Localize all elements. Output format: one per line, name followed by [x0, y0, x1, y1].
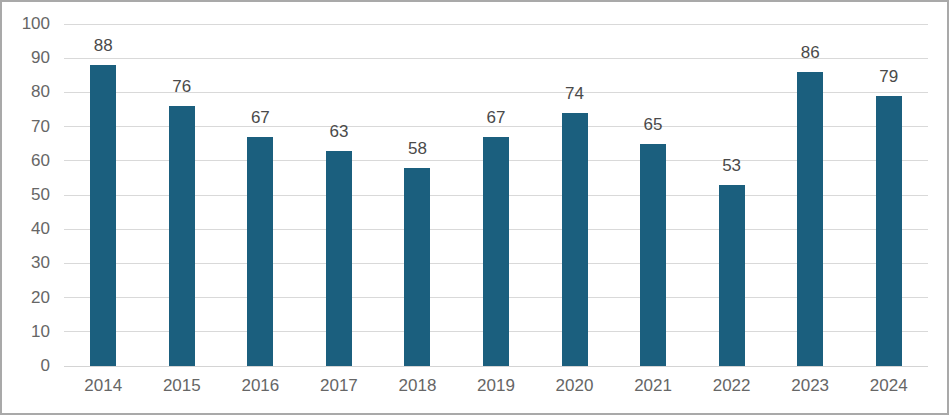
x-tick-label: 2020 — [540, 375, 610, 397]
bar-2019 — [483, 137, 509, 366]
bar-chart: 88 76 67 63 58 67 74 65 53 86 79 0 10 20 30 40 50 60 70 80… — [0, 0, 949, 415]
y-tick-label: 30 — [10, 253, 50, 273]
bar-2021 — [640, 144, 666, 366]
y-tick-label: 80 — [10, 82, 50, 102]
gridline — [64, 24, 928, 25]
x-tick-label: 2024 — [854, 375, 924, 397]
bar-2020 — [562, 113, 588, 366]
bar-value-label: 86 — [786, 43, 834, 63]
bar-value-label: 58 — [393, 139, 441, 159]
x-tick-label: 2016 — [225, 375, 295, 397]
bar-2023 — [797, 72, 823, 366]
x-tick-label: 2015 — [147, 375, 217, 397]
x-tick-label: 2014 — [68, 375, 138, 397]
bar-2024 — [876, 96, 902, 366]
y-tick-label: 100 — [10, 14, 50, 34]
bar-2014 — [90, 65, 116, 366]
x-tick-label: 2021 — [618, 375, 688, 397]
bar-value-label: 53 — [708, 156, 756, 176]
bar-value-label: 76 — [158, 77, 206, 97]
y-tick-label: 0 — [10, 356, 50, 376]
bar-value-label: 67 — [236, 108, 284, 128]
bar-value-label: 74 — [551, 84, 599, 104]
bar-value-label: 65 — [629, 115, 677, 135]
bar-2018 — [404, 168, 430, 366]
bar-value-label: 63 — [315, 122, 363, 142]
bar-value-label: 79 — [865, 67, 913, 87]
y-tick-label: 20 — [10, 288, 50, 308]
bar-2017 — [326, 151, 352, 366]
y-tick-label: 60 — [10, 151, 50, 171]
bar-2016 — [247, 137, 273, 366]
x-tick-label: 2017 — [304, 375, 374, 397]
y-tick-label: 50 — [10, 185, 50, 205]
y-tick-label: 10 — [10, 322, 50, 342]
y-tick-label: 70 — [10, 117, 50, 137]
bar-value-label: 88 — [79, 36, 127, 56]
y-tick-label: 40 — [10, 219, 50, 239]
bar-2015 — [169, 106, 195, 366]
x-tick-label: 2023 — [775, 375, 845, 397]
x-tick-label: 2022 — [697, 375, 767, 397]
bar-2022 — [719, 185, 745, 366]
bar-value-label: 67 — [472, 108, 520, 128]
x-tick-label: 2019 — [461, 375, 531, 397]
y-tick-label: 90 — [10, 48, 50, 68]
x-tick-label: 2018 — [382, 375, 452, 397]
